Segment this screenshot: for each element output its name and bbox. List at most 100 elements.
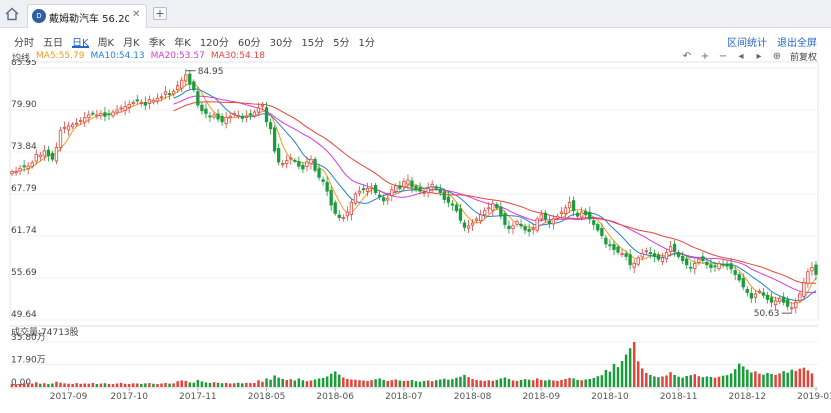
candle-body (208, 115, 212, 118)
scroll-left-icon[interactable]: ◂ (738, 51, 744, 62)
volume-bar (523, 379, 527, 387)
period-tab[interactable]: 60分 (237, 38, 261, 49)
candle-body (616, 246, 620, 253)
x-tick-label: 2018-07 (385, 392, 423, 402)
period-tab[interactable]: 五日 (43, 38, 63, 49)
volume-bar (685, 375, 688, 387)
period-tab[interactable]: 5分 (333, 38, 350, 49)
candle-body (511, 225, 515, 230)
candlestick (769, 292, 774, 308)
x-tick-label: 2018-12 (728, 392, 766, 402)
volume-bar (196, 379, 200, 387)
candlestick (79, 117, 83, 125)
candlestick (753, 289, 758, 303)
candle-body (147, 99, 152, 104)
candlestick (580, 207, 584, 221)
candlestick (176, 80, 180, 93)
adjust-mode-select[interactable]: 前复权 (789, 53, 817, 63)
candlestick (281, 160, 285, 168)
candle-body (462, 222, 467, 228)
candlestick (446, 191, 450, 208)
candle-body (361, 188, 366, 191)
exit-fullscreen-button[interactable]: 退出全屏 (777, 38, 817, 49)
candlestick (18, 165, 22, 176)
volume-bar (103, 383, 107, 387)
candle-body (220, 116, 224, 123)
candle-body (135, 99, 139, 102)
volume-bar (564, 378, 567, 387)
price-tick-label: 55.69 (11, 268, 37, 278)
new-tab-button[interactable]: + (153, 7, 167, 20)
candlestick (196, 86, 200, 109)
zoom-in-icon[interactable]: + (700, 51, 710, 62)
period-tab[interactable]: 30分 (269, 38, 293, 49)
period-tab[interactable]: 15分 (301, 38, 325, 49)
volume-bar (10, 383, 14, 387)
period-tab[interactable]: 周K (97, 38, 115, 49)
candlestick (810, 261, 814, 276)
candlestick (228, 112, 232, 124)
candle-body (394, 185, 398, 192)
candle-body (588, 211, 592, 220)
back-icon[interactable]: ↶ (682, 51, 692, 62)
volume-bar (628, 348, 632, 387)
candle-body (349, 201, 354, 215)
candlestick (790, 302, 794, 313)
candle-body (681, 256, 685, 261)
candlestick (559, 207, 564, 217)
candle-body (317, 168, 321, 178)
candlestick (749, 287, 753, 303)
volume-bar (212, 382, 216, 387)
volume-bar (762, 374, 765, 387)
candlestick (353, 191, 358, 206)
volume-bar (669, 372, 672, 387)
candlestick (406, 174, 410, 189)
candlestick (26, 162, 30, 175)
fit-icon[interactable]: ⊕ (772, 51, 782, 62)
candle-body (668, 246, 673, 252)
candlestick (757, 288, 762, 294)
candle-body (729, 263, 733, 270)
period-tab[interactable]: 1分 (358, 38, 375, 49)
stock-tab[interactable]: D 戴姆勒汽车 56.20 (-1.4% ✕ (27, 4, 147, 28)
period-tab[interactable]: 月K (123, 38, 140, 49)
period-tab[interactable]: 日K (72, 34, 89, 49)
candlestick (143, 96, 147, 111)
candle-body (272, 127, 277, 152)
candlestick (38, 151, 42, 161)
candlestick (87, 110, 91, 124)
volume-bar (709, 376, 713, 387)
candlestick (54, 142, 59, 165)
candlestick (782, 292, 786, 306)
candlestick (511, 221, 515, 235)
candle-body (34, 154, 38, 162)
candlestick (151, 97, 156, 105)
ma5-line (12, 82, 817, 304)
volume-bar (721, 375, 725, 387)
candlestick (717, 260, 721, 272)
candlestick (466, 220, 471, 234)
candlestick (584, 207, 588, 219)
range-stats-button[interactable]: 区间统计 (727, 38, 767, 49)
period-tab[interactable]: 年K (174, 38, 191, 49)
candlestick (325, 176, 329, 197)
candlestick (571, 196, 576, 217)
period-tab[interactable]: 季K (148, 38, 166, 49)
candle-body (22, 165, 26, 168)
tab-bar: D 戴姆勒汽车 56.20 (-1.4% ✕ + (0, 0, 831, 28)
volume-bar (245, 382, 248, 387)
candlestick (689, 261, 693, 273)
kline-chart[interactable]: 85.95 79.90 73.84 67.79 61.74 55.69 49.64 84.95… (0, 60, 831, 413)
volume-bar (22, 383, 26, 387)
period-tab[interactable]: 分时 (14, 38, 34, 49)
candle-body (527, 228, 531, 232)
candlestick (660, 252, 665, 265)
scroll-right-icon[interactable]: ▸ (756, 51, 762, 62)
candle-body (705, 261, 709, 266)
zoom-out-icon[interactable]: − (718, 51, 728, 62)
candle-body (369, 186, 374, 189)
period-tab[interactable]: 120分 (199, 38, 229, 49)
volume-bar (588, 378, 591, 387)
home-icon[interactable] (4, 6, 20, 22)
close-icon[interactable]: ✕ (132, 9, 141, 20)
